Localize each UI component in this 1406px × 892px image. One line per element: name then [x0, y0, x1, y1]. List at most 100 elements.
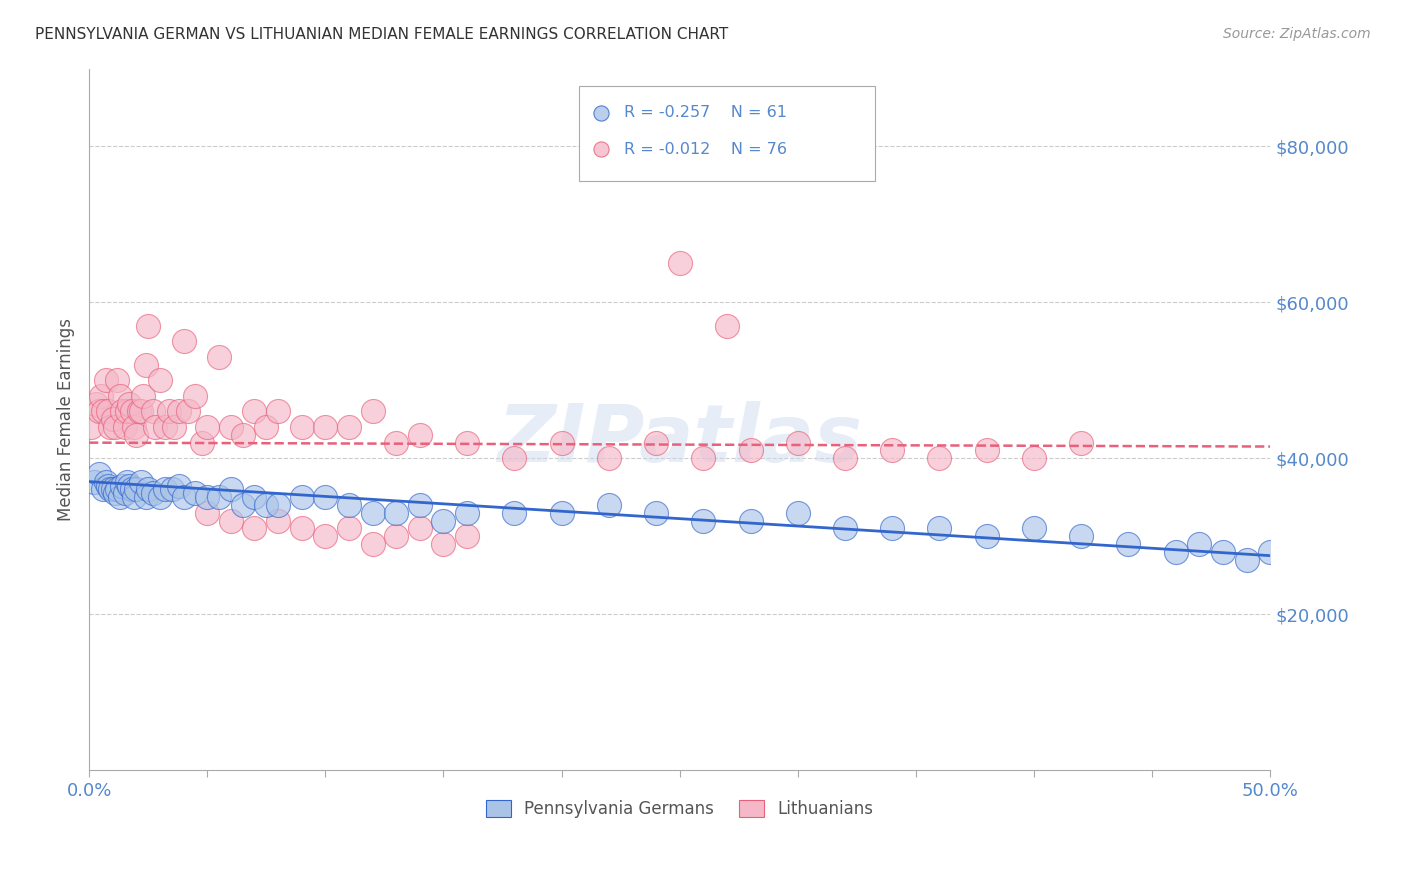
Point — [149, 373, 172, 387]
Point — [118, 397, 141, 411]
Point — [243, 490, 266, 504]
Point — [125, 427, 148, 442]
Point — [1188, 537, 1211, 551]
Point — [135, 358, 157, 372]
Point — [115, 475, 138, 489]
Point — [882, 521, 904, 535]
Point — [786, 506, 808, 520]
Point — [173, 490, 195, 504]
Point — [149, 490, 172, 504]
Point — [108, 389, 131, 403]
Point — [135, 490, 157, 504]
Point — [195, 506, 218, 520]
Point — [84, 397, 107, 411]
Point — [882, 443, 904, 458]
Point — [1101, 763, 1123, 777]
Point — [361, 404, 384, 418]
Point — [254, 498, 277, 512]
Point — [184, 486, 207, 500]
Point — [928, 521, 950, 535]
Point — [125, 483, 148, 497]
Point — [834, 521, 856, 535]
Point — [104, 420, 127, 434]
Point — [243, 404, 266, 418]
Point — [177, 404, 200, 418]
Point — [337, 420, 360, 434]
Point — [645, 506, 668, 520]
Point — [385, 529, 408, 543]
Point — [432, 537, 454, 551]
Point — [160, 483, 183, 497]
Point — [1164, 545, 1187, 559]
Point — [291, 490, 314, 504]
Point — [503, 451, 526, 466]
Point — [598, 451, 620, 466]
Point — [337, 498, 360, 512]
Point — [191, 435, 214, 450]
Point — [97, 404, 120, 418]
Point — [456, 435, 478, 450]
Point — [550, 506, 572, 520]
Point — [243, 521, 266, 535]
Point — [129, 404, 152, 418]
Point — [219, 483, 242, 497]
Point — [361, 537, 384, 551]
Point — [432, 514, 454, 528]
Point — [208, 490, 231, 504]
Point — [104, 486, 127, 500]
Point — [115, 404, 138, 418]
Point — [267, 514, 290, 528]
Point — [668, 256, 690, 270]
Point — [111, 404, 134, 418]
Point — [108, 490, 131, 504]
Y-axis label: Median Female Earnings: Median Female Earnings — [58, 318, 75, 521]
Text: R = -0.257    N = 61: R = -0.257 N = 61 — [624, 105, 787, 120]
Point — [153, 420, 176, 434]
FancyBboxPatch shape — [579, 86, 875, 181]
Point — [786, 435, 808, 450]
Point — [87, 404, 110, 418]
Point — [83, 475, 105, 489]
Point — [232, 427, 254, 442]
Point — [314, 490, 336, 504]
Point — [1022, 451, 1045, 466]
Point — [1070, 529, 1092, 543]
Point — [928, 451, 950, 466]
Point — [976, 529, 998, 543]
Point — [114, 420, 136, 434]
Point — [80, 420, 103, 434]
Point — [232, 498, 254, 512]
Point — [173, 334, 195, 349]
Point — [97, 478, 120, 492]
Text: R = -0.012    N = 76: R = -0.012 N = 76 — [624, 142, 787, 157]
Point — [107, 483, 129, 497]
Point — [98, 420, 121, 434]
Point — [409, 427, 432, 442]
Point — [361, 506, 384, 520]
Point — [1118, 537, 1140, 551]
Point — [142, 404, 165, 418]
Point — [98, 483, 121, 497]
Point — [598, 498, 620, 512]
Point — [167, 404, 190, 418]
Point — [337, 521, 360, 535]
Point — [409, 498, 432, 512]
Point — [1070, 435, 1092, 450]
Point — [121, 404, 143, 418]
Point — [195, 490, 218, 504]
Point — [740, 443, 762, 458]
Point — [122, 420, 145, 434]
Point — [456, 529, 478, 543]
Point — [208, 350, 231, 364]
Point — [219, 420, 242, 434]
Point — [385, 506, 408, 520]
Point — [645, 435, 668, 450]
Point — [143, 420, 166, 434]
Point — [385, 435, 408, 450]
Point — [834, 451, 856, 466]
Point — [91, 404, 114, 418]
Point — [692, 451, 714, 466]
Point — [456, 506, 478, 520]
Legend: Pennsylvania Germans, Lithuanians: Pennsylvania Germans, Lithuanians — [479, 793, 880, 825]
Point — [291, 521, 314, 535]
